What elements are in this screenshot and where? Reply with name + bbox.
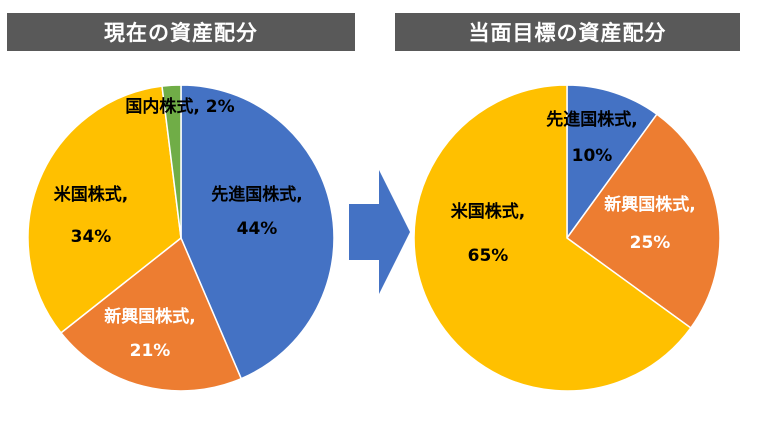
data-label-0-2-0: 米国株式, [54,184,128,205]
data-label-1-0-1: 10% [572,146,613,166]
pie-chart-target: 先進国株式, 10% 新興国株式, 25% 米国株式, 65% [413,84,721,392]
data-label-0-1-1: 21% [130,341,171,361]
pie-slice-1-2 [413,84,692,392]
pie-slice-0-3 [161,84,182,239]
data-label-1-2-1: 65% [468,246,509,266]
data-label-0-1-0: 新興国株式, [104,306,195,327]
chart-title-target: 当面目標の資産配分 [395,13,740,51]
pie-slice-0-2 [27,85,182,334]
pie-slice-0-1 [59,236,243,392]
data-label-0-2-1: 34% [71,227,112,247]
chart-title-current: 現在の資産配分 [7,13,355,51]
pie-slice-1-1 [565,113,721,329]
data-label-1-0-0: 先進国株式, [546,109,637,130]
pie-slice-1-0 [566,84,658,241]
data-label-0-0-0: 先進国株式, [211,184,302,205]
pie-slice-0-0 [180,84,335,380]
data-label-0-3-0: 国内株式, 2% [125,96,234,117]
data-label-1-1-0: 新興国株式, [604,194,695,215]
data-label-1-1-1: 25% [630,233,671,253]
pie-chart-current: 先進国株式, 44% 新興国株式, 21% 米国株式, 34% 国内株式, 2% [27,84,335,392]
data-label-0-0-1: 44% [237,219,278,239]
data-label-1-2-0: 米国株式, [451,201,525,222]
right-arrow-icon [349,170,410,294]
